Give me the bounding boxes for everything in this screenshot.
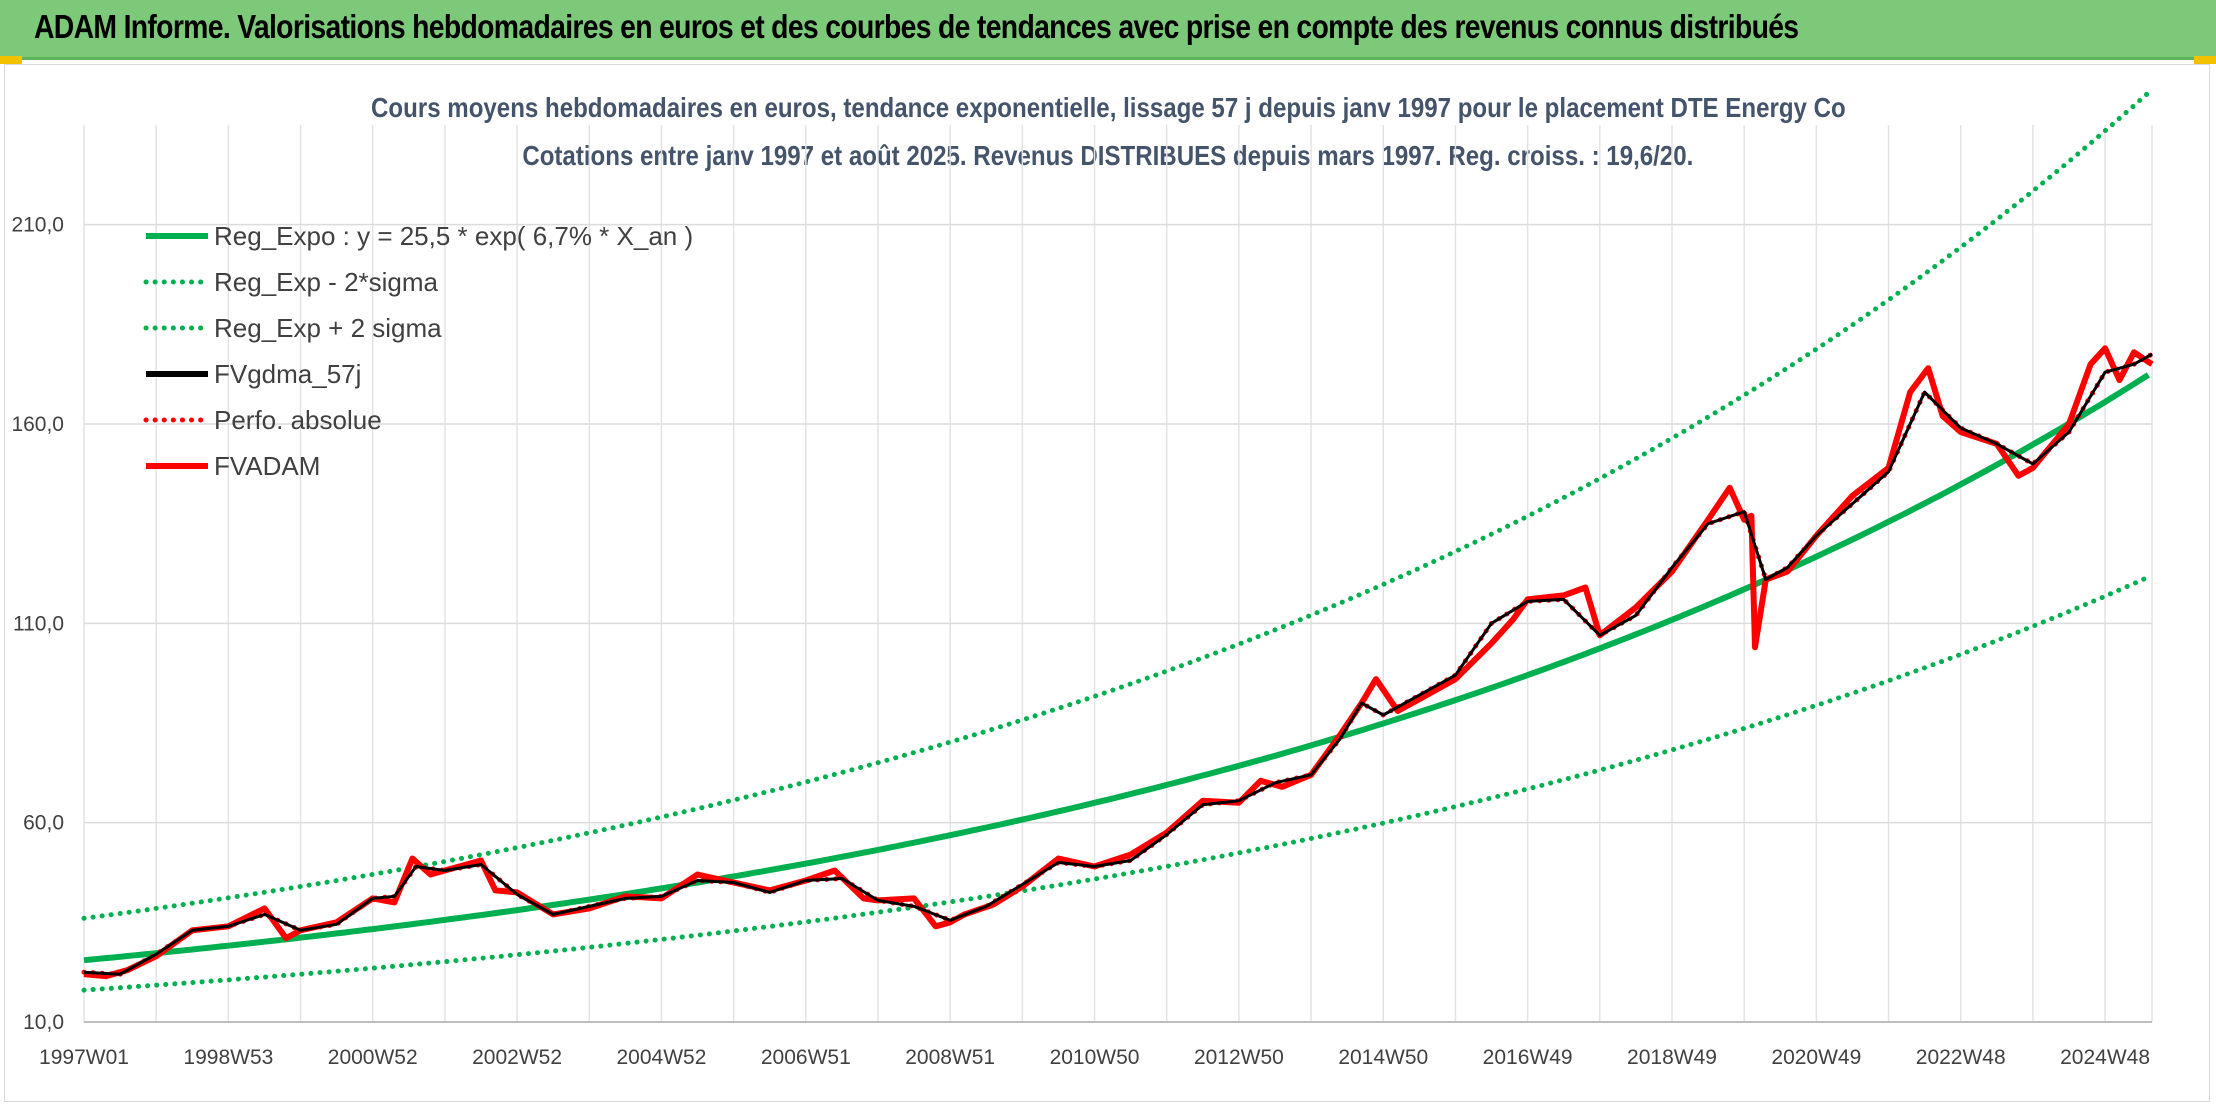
series-line-perfo-absolue <box>81 351 2155 977</box>
report-banner: ADAM Informe. Valorisations hebdomadaire… <box>0 0 2216 60</box>
series-line-fvadam <box>83 345 2154 980</box>
y-tick-label: 60,0 <box>23 812 64 835</box>
series-line-reg-exp-2-sigma <box>81 574 2151 993</box>
x-tick-label: 2020W49 <box>1771 1046 1861 1069</box>
x-tick-label: 1997W01 <box>39 1046 129 1069</box>
chart-series <box>81 90 2155 993</box>
y-tick-label: 210,0 <box>11 214 64 237</box>
x-tick-label: 2008W51 <box>905 1046 995 1069</box>
x-tick-label: 2002W52 <box>472 1046 562 1069</box>
series-line-reg-expo-y-25-5-exp-6-7-x-an <box>83 372 2150 964</box>
y-tick-label: 10,0 <box>23 1011 64 1034</box>
chart-grid <box>83 125 2153 1023</box>
legend-label: Perfo. absolue <box>214 405 382 435</box>
corner-accent-right <box>2194 56 2216 64</box>
x-tick-label: 2000W52 <box>328 1046 418 1069</box>
chart-legend: Reg_Expo : y = 25,5 * exp( 6,7% * X_an )… <box>143 221 693 481</box>
series-line-fvgdma-57j <box>83 352 2153 976</box>
x-tick-label: 1998W53 <box>183 1046 273 1069</box>
chart-title: Cours moyens hebdomadaires en euros, ten… <box>370 92 1846 123</box>
legend-label: Reg_Exp + 2 sigma <box>214 313 442 343</box>
x-tick-label: 2010W50 <box>1050 1046 1140 1069</box>
corner-accent-left <box>0 56 22 64</box>
x-tick-label: 2012W50 <box>1194 1046 1284 1069</box>
x-tick-label: 2022W48 <box>1916 1046 2006 1069</box>
x-tick-label: 2014W50 <box>1338 1046 1428 1069</box>
report-title: ADAM Informe. Valorisations hebdomadaire… <box>34 8 1799 45</box>
y-tick-label: 110,0 <box>13 612 64 635</box>
y-tick-label: 160,0 <box>11 413 64 436</box>
x-tick-label: 2024W48 <box>2060 1046 2150 1069</box>
legend-label: FVADAM <box>214 451 320 481</box>
x-tick-label: 2018W49 <box>1627 1046 1717 1069</box>
legend-label: Reg_Exp - 2*sigma <box>214 267 439 297</box>
legend-label: FVgdma_57j <box>214 359 361 389</box>
x-tick-label: 2006W51 <box>761 1046 851 1069</box>
x-tick-label: 2016W49 <box>1483 1046 1573 1069</box>
legend-label: Reg_Expo : y = 25,5 * exp( 6,7% * X_an ) <box>214 221 693 251</box>
series-line-reg-exp-2-sigma <box>81 90 2151 921</box>
x-tick-label: 2004W52 <box>616 1046 706 1069</box>
chart-subtitle: Cotations entre janv 1997 et août 2025. … <box>522 140 1694 171</box>
chart-axes: 10,0 60,0 110,0 160,0 210,0 1997W01 1998W53 200… <box>11 214 2152 1069</box>
